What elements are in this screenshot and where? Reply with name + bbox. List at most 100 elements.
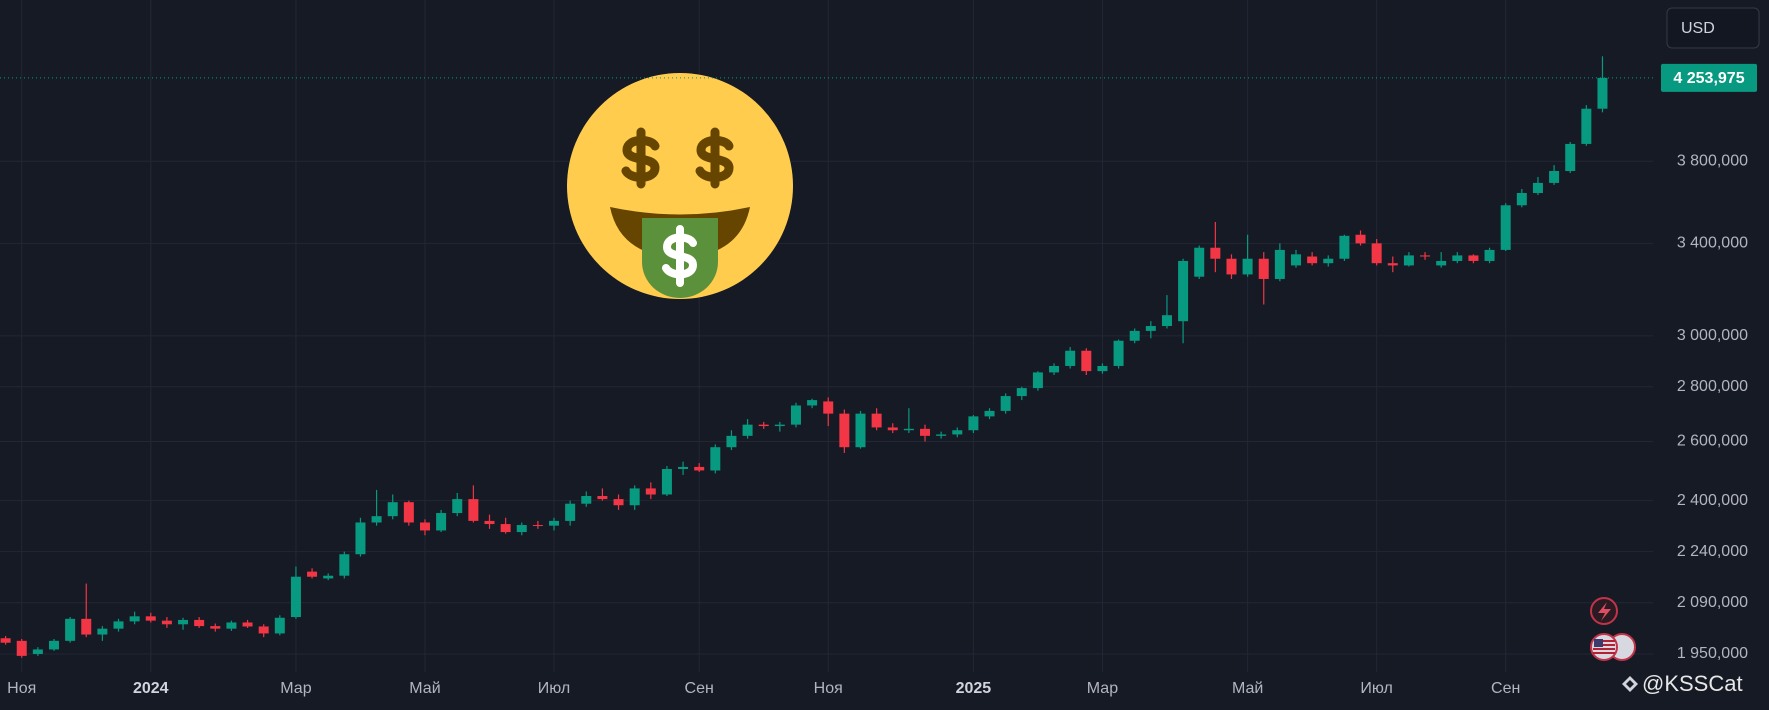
candle-body (774, 424, 785, 427)
candle-body (323, 575, 334, 579)
candle-body (613, 499, 624, 506)
candle-body (645, 488, 656, 495)
candle-body (1500, 205, 1511, 250)
candle-body (823, 401, 834, 414)
watermark-logo (1622, 676, 1638, 692)
candle-body (629, 488, 640, 506)
candle-body (355, 522, 366, 555)
y-tick-label: 2 600,000 (1677, 433, 1748, 450)
emoji-eye (621, 127, 660, 189)
x-tick-label: Май (1232, 680, 1263, 697)
last-price-box (1661, 63, 1757, 92)
y-tick-label: 2 090,000 (1677, 594, 1748, 611)
candle-body (1226, 258, 1237, 275)
y-tick-label: 3 800,000 (1677, 152, 1748, 169)
x-tick-label: Ноя (7, 680, 36, 697)
candle-body (16, 640, 27, 656)
candle-body (1113, 340, 1124, 366)
candle-body (1242, 258, 1253, 275)
candle-body (1032, 372, 1043, 389)
candle-body (113, 621, 124, 629)
candles (0, 56, 1608, 658)
candle-body (387, 502, 398, 517)
flag-canton (1594, 639, 1603, 647)
candle-body (1274, 249, 1285, 279)
candle-body (1194, 247, 1205, 277)
candle-body (1097, 365, 1108, 372)
candle-body (952, 430, 963, 435)
candle-body (1597, 77, 1608, 109)
candle-body (678, 466, 689, 469)
candle-body (500, 524, 511, 533)
candle-body (307, 571, 318, 577)
candle-body (1532, 182, 1543, 193)
x-tick-label: Сен (1491, 680, 1520, 697)
candle-body (887, 427, 898, 431)
currency-button[interactable] (1666, 7, 1760, 49)
candle-body (1210, 247, 1221, 259)
candle-body (32, 649, 43, 654)
candle-body (549, 520, 560, 526)
candle-body (97, 628, 108, 635)
candle-body (968, 416, 979, 431)
candle-body (661, 468, 672, 495)
watermark-text: @KSSCat (1642, 671, 1743, 696)
emoji (567, 73, 793, 299)
candle-body (694, 466, 705, 471)
candle-body (855, 413, 866, 448)
candle-body (839, 413, 850, 448)
y-tick-label: 2 240,000 (1677, 543, 1748, 560)
candle-body (532, 525, 543, 527)
candle-body (0, 638, 11, 643)
candle-body (290, 576, 301, 618)
candle-body (1452, 255, 1463, 261)
candle-body (178, 619, 189, 625)
candle-body (339, 554, 350, 576)
candle-body (468, 499, 479, 521)
candle-body (1016, 388, 1027, 397)
candle-body (484, 520, 495, 525)
candle-body (81, 618, 92, 635)
x-tick-label: Мар (1087, 680, 1118, 697)
grid (0, 0, 1653, 672)
candle-body (48, 640, 59, 650)
candle-body (1387, 263, 1398, 266)
candle-body (1549, 171, 1560, 183)
candle-body (1581, 108, 1592, 144)
candle-body (258, 626, 269, 634)
x-tick-label: Май (409, 680, 440, 697)
candle-body (565, 503, 576, 521)
x-tick-label: Июл (1360, 680, 1392, 697)
candle-body (371, 516, 382, 523)
candle-body (871, 413, 882, 428)
candle-body (597, 496, 608, 500)
x-tick-label: Июл (538, 680, 570, 697)
candle-body (226, 622, 237, 629)
candle-body (274, 617, 285, 634)
candle-body (1371, 243, 1382, 264)
candle-body (129, 616, 140, 622)
last-price-label: 4 253,975 (1673, 70, 1744, 87)
candle-body (1516, 192, 1527, 206)
candle-body (936, 434, 947, 436)
flag-stripes (1593, 640, 1615, 654)
candle-body (807, 400, 818, 406)
candle-body (145, 616, 156, 621)
candle-body (1565, 143, 1576, 172)
candle-body (1129, 330, 1140, 341)
candle-body (1420, 255, 1431, 257)
candle-body (1484, 249, 1495, 261)
candle-body (1468, 255, 1479, 261)
currency-label[interactable]: USD (1681, 20, 1715, 37)
candle-body (242, 622, 253, 627)
emoji-tongue-sign (662, 225, 698, 287)
candle-body (1307, 256, 1318, 264)
candle-body (1000, 396, 1011, 411)
candle-body (1161, 315, 1172, 327)
x-tick-label: 2024 (133, 680, 169, 697)
x-tick-label: Сен (685, 680, 714, 697)
lightning (1598, 602, 1611, 621)
candle-body (194, 619, 205, 627)
candle-body (516, 525, 527, 533)
